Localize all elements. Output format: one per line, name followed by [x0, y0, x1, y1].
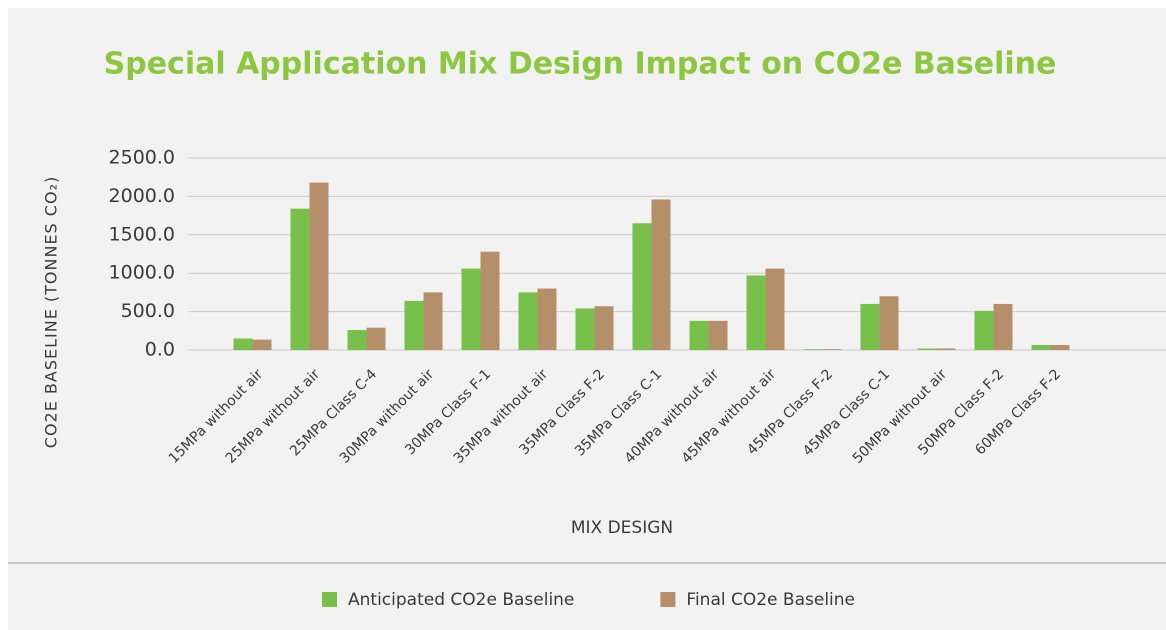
y-tick-label: 500.0: [121, 300, 175, 322]
x-axis-title: MIX DESIGN: [571, 518, 673, 538]
bar: [347, 330, 367, 350]
bar: [860, 303, 880, 350]
bar: [290, 208, 310, 350]
bar: [879, 296, 899, 350]
bar: [632, 223, 652, 350]
bar: [803, 349, 823, 350]
bar: [423, 292, 443, 350]
bar: [537, 288, 557, 350]
bar: [252, 339, 272, 350]
bar: [233, 338, 253, 350]
bar: [575, 308, 595, 350]
bar: [594, 306, 614, 350]
bar: [993, 303, 1013, 350]
y-tick-label: 0.0: [145, 339, 175, 361]
y-tick-label: 1000.0: [109, 262, 175, 284]
legend-swatch: [660, 592, 676, 607]
y-axis-title: CO2E BASELINE (TONNES CO₂): [42, 176, 61, 448]
bar: [936, 348, 956, 350]
bar: [480, 251, 500, 350]
bar: [974, 310, 994, 350]
bar: [366, 327, 386, 350]
bar: [404, 300, 424, 350]
legend-label: Final CO2e Baseline: [686, 590, 855, 610]
y-tick-label: 1500.0: [109, 223, 175, 245]
bar: [1050, 345, 1070, 350]
bar: [1031, 345, 1051, 350]
bar: [708, 320, 728, 350]
legend-swatch: [322, 592, 337, 607]
bar: [309, 182, 329, 350]
bar: [822, 349, 842, 350]
bar: [746, 275, 766, 350]
bar: [518, 292, 538, 350]
bar: [689, 320, 709, 350]
bar: [461, 268, 481, 350]
y-tick-label: 2000.0: [109, 185, 175, 207]
chart-title: Special Application Mix Design Impact on…: [104, 47, 1057, 82]
bar: [651, 199, 671, 350]
y-tick-label: 2500.0: [109, 147, 175, 169]
bar: [917, 348, 937, 350]
bar: [765, 268, 785, 350]
legend-label: Anticipated CO2e Baseline: [348, 590, 574, 610]
